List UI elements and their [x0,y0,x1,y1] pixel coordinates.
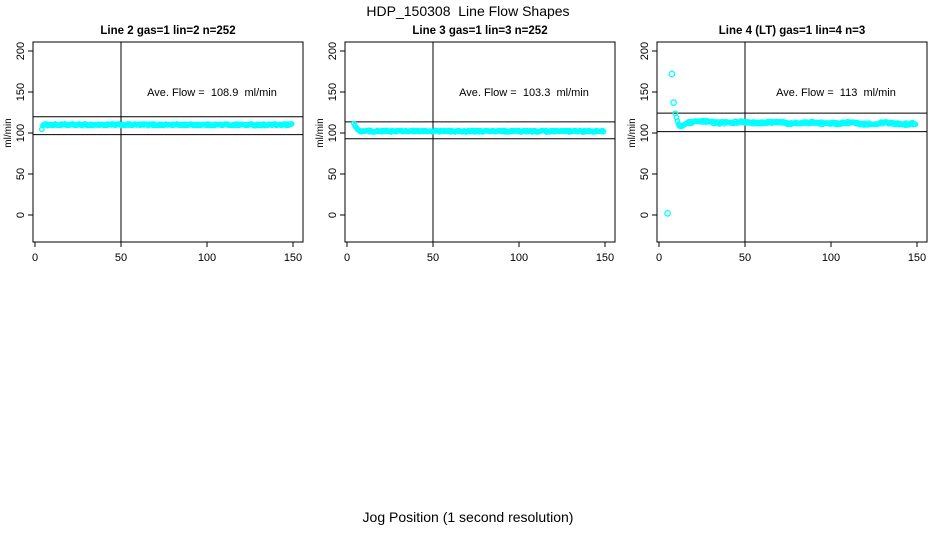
x-tick-label: 50 [115,252,127,264]
y-axis-unit-label: ml/min [3,118,14,147]
plot-box [344,41,616,243]
flow-series [664,70,919,217]
x-tick-label: 100 [822,252,840,264]
outlier-point [664,210,671,217]
y-tick-label: 100 [639,124,651,142]
y-tick-label: 50 [15,168,27,180]
x-tick-label: 0 [656,252,662,264]
y-tick-label: 0 [15,212,27,218]
y-tick-label: 200 [639,42,651,60]
y-tick-label: 0 [639,212,651,218]
x-tick-label: 0 [32,252,38,264]
x-tick-label: 150 [284,252,302,264]
y-axis-unit-label: ml/min [627,118,638,147]
y-tick-label: 100 [15,124,27,142]
y-tick-label: 0 [327,212,339,218]
panel-2: Line 3 gas=1 lin=3 n=252 0 50 100 150 0 50 100 1… [315,25,616,264]
y-tick-label: 150 [327,83,339,101]
panel-title: Line 2 gas=1 lin=2 n=252 [100,25,235,37]
avg-flow-annotation: Ave. Flow = 108.9 ml/min [147,87,277,99]
plot-box [656,41,928,243]
avg-flow-annotation: Ave. Flow = 113 ml/min [776,87,896,99]
y-tick-label: 50 [639,168,651,180]
x-tick-label: 50 [427,252,439,264]
figure-title: HDP_150308 Line Flow Shapes [366,3,570,19]
y-tick-label: 50 [327,168,339,180]
panel-3: Line 4 (LT) gas=1 lin=4 n=3 0 50 100 150 0 50 1… [627,25,928,264]
x-tick-label: 100 [510,252,528,264]
x-tick-label: 100 [198,252,216,264]
y-tick-label: 100 [327,124,339,142]
x-axis-label: Jog Position (1 second resolution) [362,509,574,525]
panel-title: Line 4 (LT) gas=1 lin=4 n=3 [719,25,865,37]
y-axis-unit-label: ml/min [315,118,326,147]
x-tick-label: 150 [596,252,614,264]
x-tick-label: 50 [739,252,751,264]
panel-title: Line 3 gas=1 lin=3 n=252 [412,25,547,37]
y-tick-label: 200 [327,42,339,60]
outlier-point [668,70,676,78]
flow-series [39,121,295,133]
plot-box [32,41,304,243]
avg-flow-annotation: Ave. Flow = 103.3 ml/min [459,87,589,99]
outlier-point [670,99,677,107]
x-tick-label: 150 [908,252,926,264]
y-tick-label: 150 [15,83,27,101]
panel-1: Line 2 gas=1 lin=2 n=252 0 50 100 150 0 50 100 1… [3,25,304,264]
y-tick-label: 150 [639,83,651,101]
y-tick-label: 200 [15,42,27,60]
flow-series [351,120,607,135]
x-tick-label: 0 [344,252,350,264]
